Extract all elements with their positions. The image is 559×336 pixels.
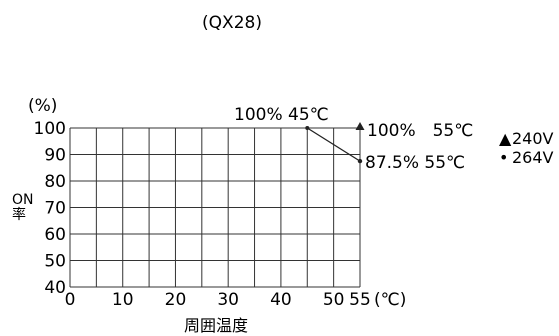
legend-label-240v: 240V <box>512 129 554 148</box>
y-tick-label: 90 <box>44 146 66 166</box>
y-tick-label: 50 <box>44 252 66 272</box>
legend-label-264v: 264V <box>512 148 554 167</box>
y-axis-label-top: ON <box>12 192 34 208</box>
legend-marker-triangle: ▲ <box>499 129 512 148</box>
y-tick-label: 80 <box>44 172 66 192</box>
plot-grid <box>69 127 361 288</box>
series-marker-240v <box>355 122 365 130</box>
x-tick-label: 30 <box>217 290 239 310</box>
x-tick-label: 50 <box>323 290 345 310</box>
annotation-start: 100% 45℃ <box>234 105 329 125</box>
x-tick-label: 0 <box>65 290 76 310</box>
y-tick-label: 60 <box>44 225 66 245</box>
legend: ▲ 240V • 264V <box>499 129 554 167</box>
plot-series <box>305 122 365 164</box>
y-axis-ticks: 40 50 60 70 80 90 100 <box>34 119 66 298</box>
legend-marker-dot: • <box>499 148 508 167</box>
y-tick-label: 40 <box>44 278 66 298</box>
y-tick-label: 70 <box>44 199 66 219</box>
x-tick-label: 10 <box>112 290 134 310</box>
series-marker-264v <box>357 158 363 164</box>
y-tick-label: 100 <box>34 119 66 139</box>
x-tick-label: 55 <box>349 290 371 310</box>
x-axis-label: 周囲温度 <box>184 316 248 335</box>
y-axis-label-bottom: 率 <box>12 206 26 223</box>
series-264v-end-label: 87.5% 55℃ <box>365 153 465 173</box>
x-axis-ticks: 0 10 20 30 40 50 55 <box>65 290 371 310</box>
series-240v-end-label: 100% 55℃ <box>367 121 473 141</box>
x-tick-label: 20 <box>165 290 187 310</box>
y-axis-unit: (%) <box>28 96 57 116</box>
chart-title: (QX28) <box>202 13 262 33</box>
x-axis-unit: (℃) <box>374 290 406 310</box>
x-tick-label: 40 <box>270 290 292 310</box>
series-line-264v <box>306 127 361 162</box>
